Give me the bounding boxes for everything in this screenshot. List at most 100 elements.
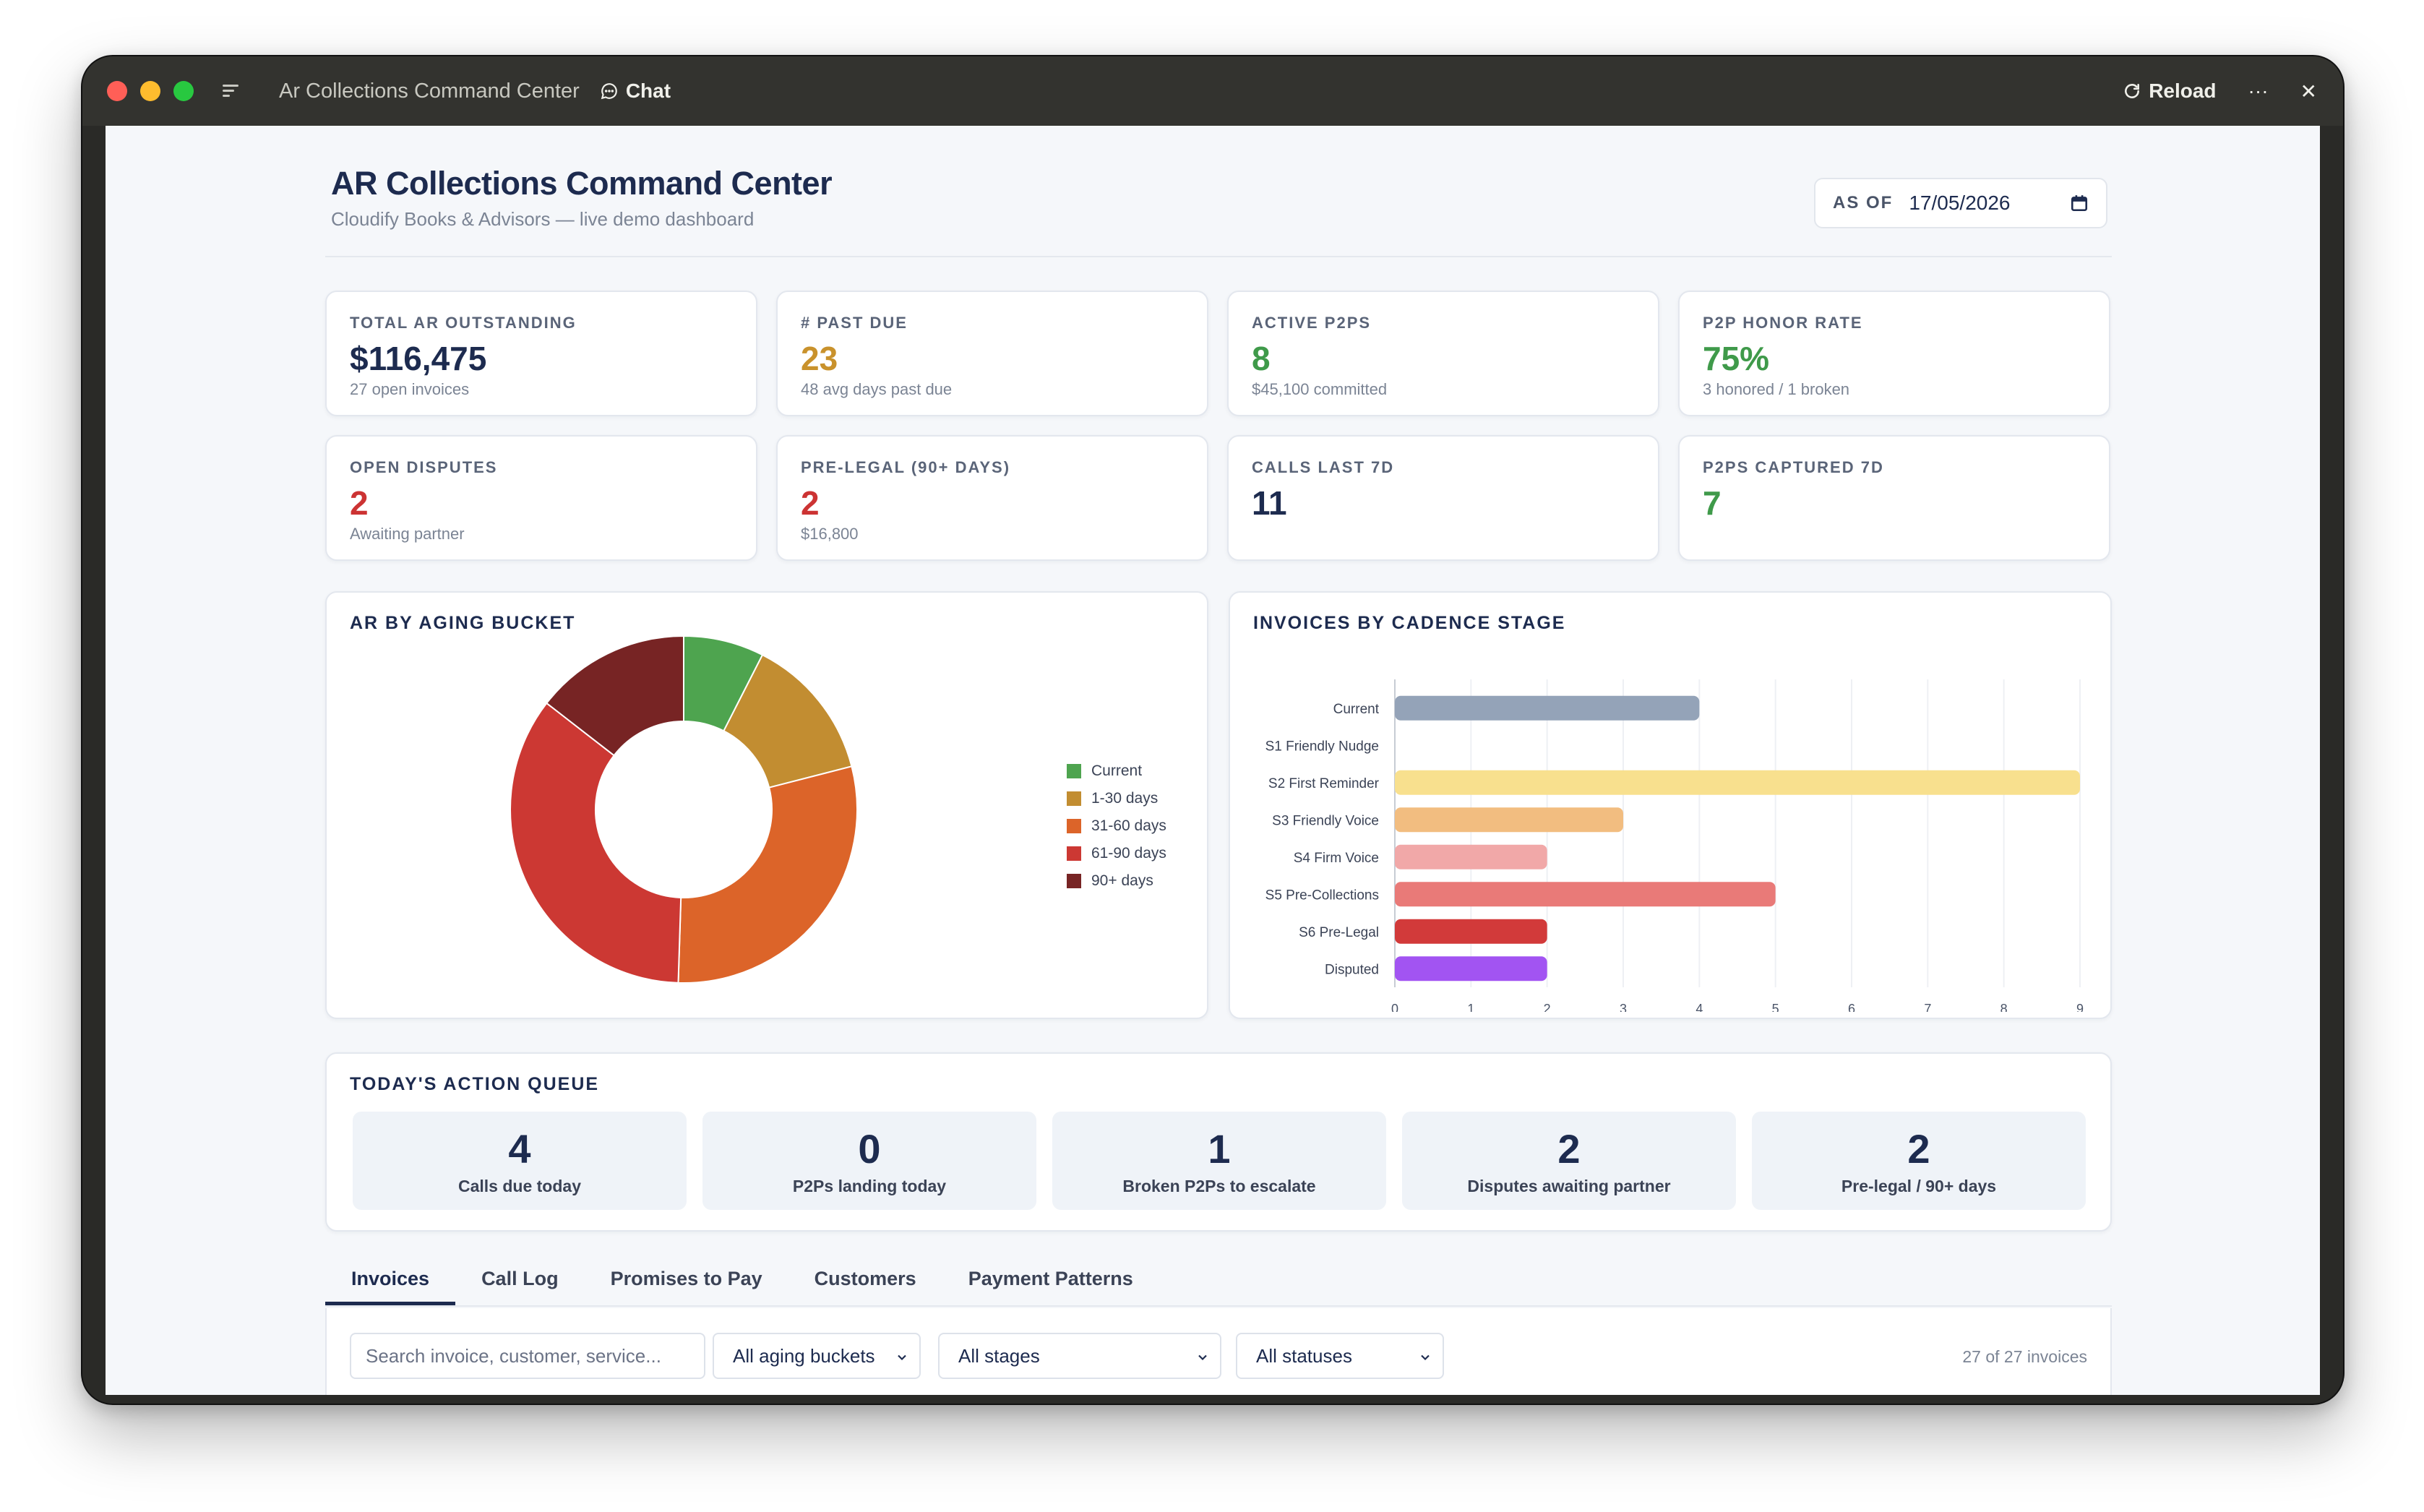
close-window-button[interactable]	[107, 81, 127, 101]
aging-chart-legend: Current 1-30 days 31-60 days 61-90 days 90+ …	[1067, 757, 1166, 895]
reload-button[interactable]: Reload	[2123, 80, 2217, 103]
as-of-date-value[interactable]: 17/05/2026	[1909, 192, 2011, 214]
kpi-value: 2	[350, 484, 369, 522]
aging-bucket-select[interactable]: All aging buckets	[713, 1333, 921, 1379]
tab-call-log[interactable]: Call Log	[481, 1268, 559, 1289]
donut-slice[interactable]	[545, 636, 684, 757]
legend-swatch	[1067, 819, 1081, 833]
donut-slice[interactable]	[677, 765, 858, 984]
aging-bucket-select-value: All aging buckets	[733, 1344, 875, 1367]
stage-bar[interactable]	[1395, 695, 1700, 721]
kpi-value: $116,475	[350, 340, 487, 377]
legend-item: Current	[1067, 757, 1166, 785]
filter-bar: All aging buckets All stages All statuse…	[325, 1308, 2112, 1395]
invoice-count: 27 of 27 invoices	[1962, 1347, 2087, 1366]
stage-bar[interactable]	[1395, 807, 1623, 833]
queue-card[interactable]: 1 Broken P2Ps to escalate	[1052, 1112, 1386, 1210]
kpi-card: TOTAL AR OUTSTANDING $116,475 27 open invo…	[325, 291, 757, 416]
legend-label: Current	[1091, 763, 1143, 779]
tab-invoices[interactable]: Invoices	[325, 1255, 456, 1305]
stage-bar[interactable]	[1395, 882, 1776, 907]
kpi-grid: TOTAL AR OUTSTANDING $116,475 27 open invo…	[325, 291, 2112, 561]
donut-slice[interactable]	[510, 702, 682, 984]
kpi-subtext: 3 honored / 1 broken	[1703, 380, 1850, 398]
stage-bar[interactable]	[1395, 956, 1547, 981]
kpi-subtext: $16,800	[801, 525, 859, 543]
x-tick-label: 5	[1772, 1002, 1779, 1012]
queue-card[interactable]: 0 P2Ps landing today	[702, 1112, 1036, 1210]
stage-bar[interactable]	[1395, 770, 2080, 795]
tab-customers[interactable]: Customers	[814, 1268, 916, 1289]
kpi-subtext: 27 open invoices	[350, 380, 470, 398]
queue-card[interactable]: 2 Pre-legal / 90+ days	[1752, 1112, 2086, 1210]
queue-label: Broken P2Ps to escalate	[1122, 1177, 1316, 1195]
y-tick-label: Current	[1333, 702, 1380, 717]
kpi-label: ACTIVE P2PS	[1252, 314, 1372, 332]
app-window: Ar Collections Command Center Chat Reloa…	[81, 55, 2345, 1405]
kpi-card: CALLS LAST 7D 11	[1227, 435, 1659, 561]
maximize-window-button[interactable]	[173, 81, 194, 101]
as-of-date-picker[interactable]: AS OF 17/05/2026	[1814, 178, 2107, 228]
legend-item: 61-90 days	[1067, 840, 1166, 867]
kpi-value: 23	[801, 340, 838, 377]
y-tick-label: S2 First Reminder	[1268, 776, 1380, 791]
y-tick-label: S4 Firm Voice	[1294, 851, 1379, 866]
aging-chart-title: AR BY AGING BUCKET	[350, 613, 576, 633]
sidebar-toggle-icon[interactable]	[223, 83, 241, 99]
y-tick-label: S5 Pre-Collections	[1265, 888, 1379, 903]
more-options-icon[interactable]: ···	[2248, 80, 2269, 102]
stage-bar[interactable]	[1395, 844, 1547, 869]
x-tick-label: 9	[2076, 1002, 2084, 1012]
status-select-value: All statuses	[1256, 1344, 1352, 1367]
kpi-label: TOTAL AR OUTSTANDING	[350, 314, 577, 332]
page-subtitle: Cloudify Books & Advisors — live demo da…	[331, 208, 755, 230]
y-tick-label: S6 Pre-Legal	[1299, 925, 1379, 940]
legend-swatch	[1067, 874, 1081, 888]
reload-label: Reload	[2149, 80, 2217, 102]
minimize-window-button[interactable]	[140, 81, 160, 101]
action-queue-grid: 4 Calls due today 0 P2Ps landing today 1 Brok…	[353, 1112, 2086, 1210]
kpi-value: 8	[1252, 340, 1271, 377]
action-queue-panel: TODAY'S ACTION QUEUE 4 Calls due today 0 P2…	[325, 1052, 2112, 1232]
chat-button[interactable]: Chat	[600, 80, 671, 103]
kpi-value: 2	[801, 484, 820, 522]
chevron-down-icon	[1421, 1354, 1430, 1361]
kpi-label: CALLS LAST 7D	[1252, 458, 1395, 476]
title-bar: Ar Collections Command Center Chat Reloa…	[82, 56, 2343, 126]
dashboard-inner: AR Collections Command Center Cloudify B…	[325, 126, 2112, 1395]
x-tick-label: 4	[1695, 1002, 1703, 1012]
chat-label: Chat	[625, 80, 671, 102]
calendar-icon[interactable]	[2070, 194, 2089, 212]
x-tick-label: 2	[1544, 1002, 1551, 1012]
queue-count: 1	[1208, 1126, 1231, 1172]
kpi-label: OPEN DISPUTES	[350, 458, 498, 476]
chevron-down-icon	[1198, 1354, 1207, 1361]
y-tick-label: S1 Friendly Nudge	[1265, 739, 1379, 754]
search-input[interactable]	[350, 1333, 705, 1379]
reload-icon	[2125, 84, 2140, 98]
queue-count: 0	[858, 1126, 881, 1172]
legend-label: 61-90 days	[1091, 845, 1166, 862]
window-controls	[107, 81, 194, 101]
stage-bar[interactable]	[1395, 919, 1547, 944]
stage-select-value: All stages	[958, 1344, 1040, 1367]
queue-card[interactable]: 4 Calls due today	[353, 1112, 687, 1210]
close-icon[interactable]: ✕	[2300, 80, 2317, 103]
kpi-subtext: $45,100 committed	[1252, 380, 1388, 398]
tab-payment-patterns[interactable]: Payment Patterns	[968, 1268, 1133, 1289]
kpi-card: P2P HONOR RATE 75% 3 honored / 1 broken	[1678, 291, 2110, 416]
app-title: Ar Collections Command Center	[279, 79, 580, 103]
page-header: AR Collections Command Center Cloudify B…	[325, 126, 2112, 257]
x-tick-label: 0	[1391, 1002, 1398, 1012]
legend-item: 31-60 days	[1067, 812, 1166, 840]
data-tabs: Invoices Call Log Promises to Pay Customers…	[325, 1255, 2112, 1307]
legend-item: 1-30 days	[1067, 785, 1166, 812]
legend-swatch	[1067, 791, 1081, 806]
status-select[interactable]: All statuses	[1236, 1333, 1444, 1379]
y-tick-label: Disputed	[1325, 962, 1379, 977]
kpi-value: 11	[1252, 484, 1287, 522]
tab-promises-to-pay[interactable]: Promises to Pay	[610, 1268, 762, 1289]
stage-select[interactable]: All stages	[938, 1333, 1221, 1379]
queue-card[interactable]: 2 Disputes awaiting partner	[1402, 1112, 1736, 1210]
queue-label: Disputes awaiting partner	[1467, 1177, 1671, 1195]
